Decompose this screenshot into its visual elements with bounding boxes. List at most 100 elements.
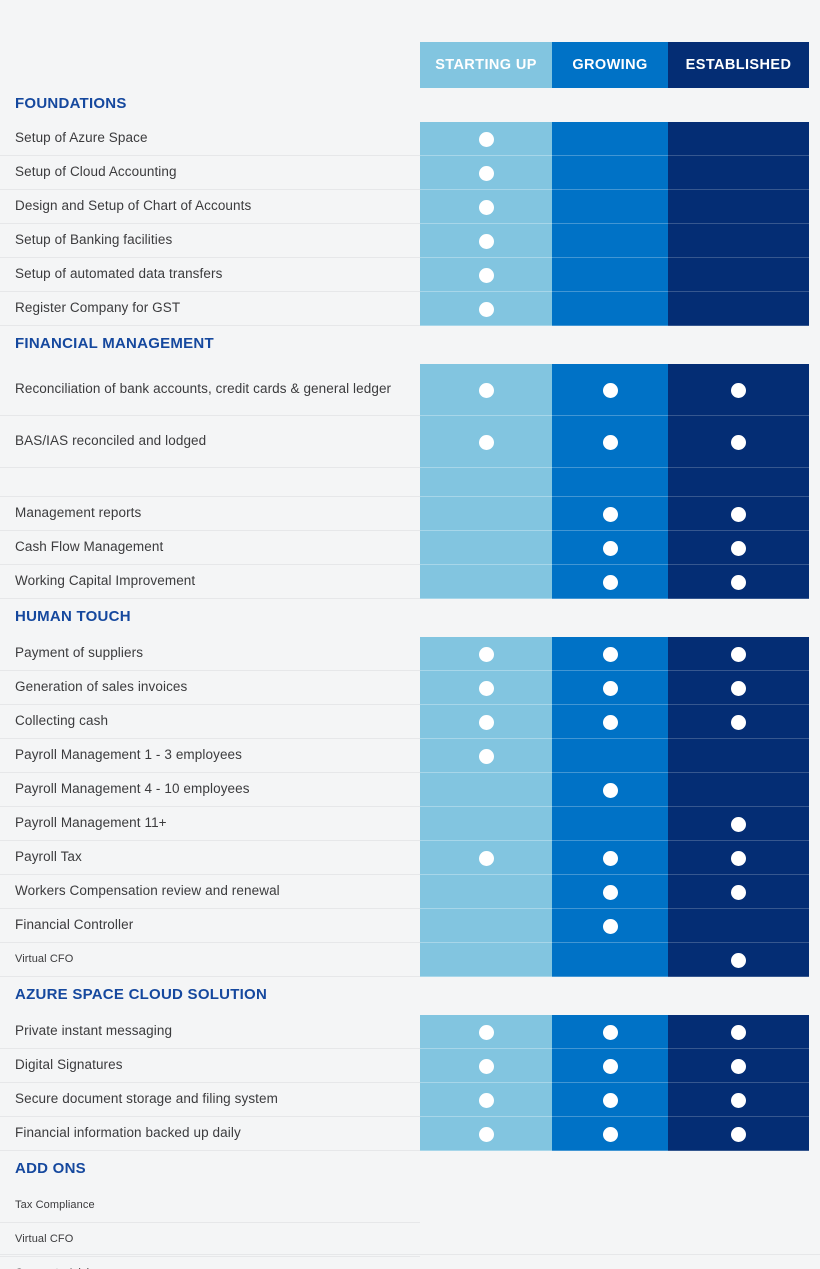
included-dot-icon	[731, 574, 746, 590]
included-dot-icon	[602, 884, 618, 900]
row-label: Working Capital Improvement	[0, 565, 420, 599]
cell-growing	[552, 1189, 668, 1223]
table-row: Private instant messaging	[0, 1015, 820, 1049]
cell-starting_up	[420, 258, 552, 292]
cell-established	[668, 1049, 809, 1083]
cell-growing	[552, 364, 668, 416]
cell-established	[668, 773, 809, 807]
included-dot-icon	[602, 918, 618, 934]
cell-growing	[552, 1049, 668, 1083]
included-dot-icon	[731, 952, 746, 968]
cell-starting_up	[420, 156, 552, 190]
cell-growing	[552, 1223, 668, 1257]
section-heading-spacer-established	[668, 88, 809, 122]
cell-starting_up	[420, 1223, 552, 1257]
included-dot-icon	[731, 382, 746, 398]
table-row: Financial information backed up daily	[0, 1117, 820, 1151]
cell-established	[668, 1257, 809, 1269]
section-heading-label: HUMAN TOUCH	[15, 608, 131, 626]
section-heading-spacer-starting_up	[420, 326, 552, 364]
section-heading-spacer-established	[668, 326, 809, 364]
column-header-starting-up: STARTING UP	[420, 42, 552, 88]
section-heading-human-touch: HUMAN TOUCH	[0, 599, 820, 637]
row-label: BAS/IAS reconciled and lodged	[0, 416, 420, 468]
table-row: Working Capital Improvement	[0, 565, 820, 599]
table-row: Financial Controller	[0, 909, 820, 943]
included-dot-icon	[602, 506, 618, 522]
included-dot-icon	[478, 233, 494, 249]
row-label: Payroll Management 1 - 3 employees	[0, 739, 420, 773]
table-row: Cash Flow Management	[0, 531, 820, 565]
included-dot-icon	[602, 1126, 618, 1142]
row-label: Private instant messaging	[0, 1015, 420, 1049]
included-dot-icon	[478, 680, 494, 696]
cell-established	[668, 258, 809, 292]
table-row: Setup of Azure Space	[0, 122, 820, 156]
section-heading-spacer-established	[668, 977, 809, 1015]
cell-starting_up	[420, 909, 552, 943]
cell-growing	[552, 1257, 668, 1269]
row-label: Virtual CFO	[0, 1223, 420, 1257]
cell-starting_up	[420, 1049, 552, 1083]
cell-established	[668, 1117, 809, 1151]
section-heading-azure-space-cloud-solution: AZURE SPACE CLOUD SOLUTION	[0, 977, 820, 1015]
included-dot-icon	[602, 1024, 618, 1040]
included-dot-icon	[602, 540, 618, 556]
cell-growing	[552, 468, 668, 497]
cell-established	[668, 1189, 809, 1223]
included-dot-icon	[602, 850, 618, 866]
cell-established	[668, 531, 809, 565]
cell-established	[668, 468, 809, 497]
row-label: Setup of automated data transfers	[0, 258, 420, 292]
cell-established	[668, 807, 809, 841]
section-heading-spacer-growing	[552, 326, 668, 364]
section-heading-spacer-starting_up	[420, 88, 552, 122]
included-dot-icon	[731, 816, 746, 832]
cell-growing	[552, 497, 668, 531]
cell-growing	[552, 1015, 668, 1049]
cell-growing	[552, 739, 668, 773]
cell-established	[668, 739, 809, 773]
included-dot-icon	[478, 1126, 494, 1142]
cell-established	[668, 705, 809, 739]
included-dot-icon	[731, 540, 746, 556]
cell-established	[668, 909, 809, 943]
included-dot-icon	[731, 506, 746, 522]
cell-established	[668, 416, 809, 468]
included-dot-icon	[478, 850, 494, 866]
row-label: Financial information backed up daily	[0, 1117, 420, 1151]
included-dot-icon	[731, 434, 746, 450]
included-dot-icon	[731, 1092, 746, 1108]
table-row: Setup of Cloud Accounting	[0, 156, 820, 190]
row-label	[0, 468, 420, 497]
included-dot-icon	[478, 199, 494, 215]
column-header-growing: GROWING	[552, 42, 668, 88]
cell-starting_up	[420, 807, 552, 841]
table-row: Setup of Banking facilities	[0, 224, 820, 258]
section-heading-label: AZURE SPACE CLOUD SOLUTION	[15, 986, 268, 1004]
table-row	[0, 468, 820, 497]
section-heading-foundations: FOUNDATIONS	[0, 88, 820, 122]
table-row: Payroll Tax	[0, 841, 820, 875]
included-dot-icon	[478, 1058, 494, 1074]
included-dot-icon	[602, 574, 618, 590]
included-dot-icon	[602, 782, 618, 798]
included-dot-icon	[602, 1058, 618, 1074]
table-row: Generation of sales invoices	[0, 671, 820, 705]
cell-growing	[552, 705, 668, 739]
row-label: Digital Signatures	[0, 1049, 420, 1083]
cell-starting_up	[420, 1083, 552, 1117]
row-label: Payment of suppliers	[0, 637, 420, 671]
section-heading-spacer-established	[668, 1151, 809, 1189]
cell-growing	[552, 416, 668, 468]
row-label: Design and Setup of Chart of Accounts	[0, 190, 420, 224]
cell-starting_up	[420, 1257, 552, 1269]
included-dot-icon	[602, 1092, 618, 1108]
included-dot-icon	[478, 131, 494, 147]
table-row: Register Company for GST	[0, 292, 820, 326]
cell-established	[668, 671, 809, 705]
included-dot-icon	[602, 646, 618, 662]
row-label: Setup of Azure Space	[0, 122, 420, 156]
included-dot-icon	[602, 680, 618, 696]
table-row: Payroll Management 4 - 10 employees	[0, 773, 820, 807]
